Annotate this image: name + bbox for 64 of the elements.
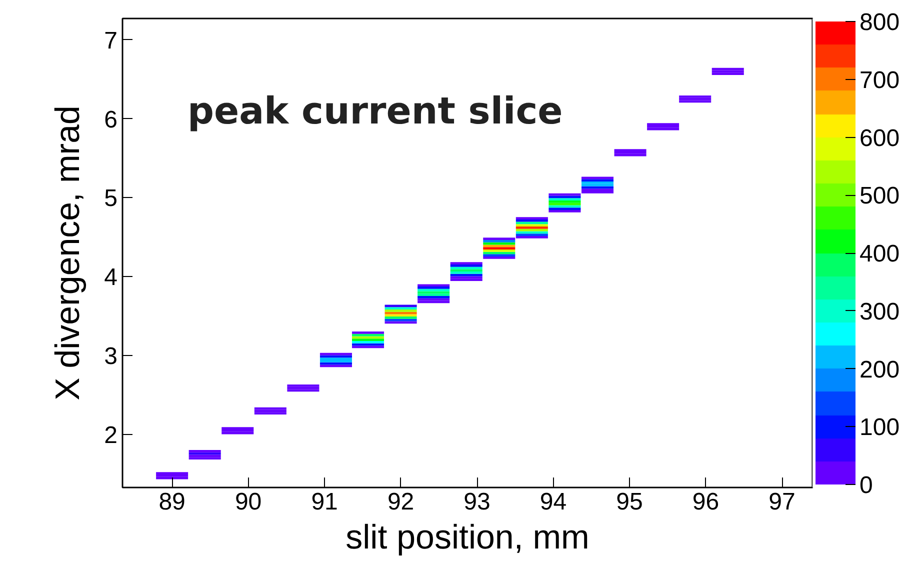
bar xyxy=(516,224,548,227)
bar xyxy=(450,269,482,272)
bar xyxy=(418,288,450,292)
color-bar-label: 600 xyxy=(860,124,900,152)
bar xyxy=(418,284,450,287)
bar xyxy=(516,228,548,232)
x-tick-label: 93 xyxy=(464,488,490,516)
bar xyxy=(516,234,548,236)
bar xyxy=(384,314,417,317)
bar xyxy=(254,410,286,412)
bar xyxy=(483,244,516,248)
bar xyxy=(712,70,744,73)
bar xyxy=(418,294,450,296)
bar xyxy=(384,304,417,308)
bar xyxy=(483,249,516,252)
x-tick-label: 89 xyxy=(158,488,186,516)
bar xyxy=(222,429,254,432)
x-axis-title: slit position, mm xyxy=(346,518,590,556)
bar xyxy=(548,210,581,212)
y-tick-label: 6 xyxy=(104,106,118,134)
bar xyxy=(647,125,680,128)
bar xyxy=(581,184,614,186)
x-tick-label: 92 xyxy=(387,488,414,516)
bar xyxy=(156,474,188,477)
x-tick-label: 96 xyxy=(692,488,720,516)
bar xyxy=(548,193,581,196)
color-bar-label: 800 xyxy=(860,9,900,36)
bar xyxy=(483,254,516,257)
bar xyxy=(188,454,221,458)
bar xyxy=(320,364,352,368)
bar xyxy=(679,100,712,103)
bar xyxy=(450,278,482,282)
bar xyxy=(679,95,712,98)
bar xyxy=(450,264,482,267)
bar xyxy=(384,309,417,312)
bar xyxy=(614,149,646,152)
color-bar-label: 100 xyxy=(860,414,900,442)
color-bar-label: 300 xyxy=(860,298,900,326)
bar xyxy=(384,318,417,322)
y-tick-label: 3 xyxy=(104,343,118,370)
x-tick-label: 97 xyxy=(768,488,796,516)
bar xyxy=(581,188,614,192)
color-bar-label: 0 xyxy=(860,472,873,499)
x-tick-label: 94 xyxy=(540,488,567,516)
y-tick-label: 5 xyxy=(104,185,118,212)
bar xyxy=(418,298,450,301)
x-tick-label: 90 xyxy=(234,488,262,516)
bar xyxy=(352,338,384,342)
bar xyxy=(614,154,646,156)
y-axis-title: X divergence, mrad xyxy=(49,106,88,400)
bar xyxy=(287,384,320,387)
color-bar-label: 500 xyxy=(860,182,900,210)
color-bar-label: 400 xyxy=(860,240,900,268)
x-tick-label: 95 xyxy=(616,488,643,516)
annotation: peak current slice xyxy=(188,90,563,132)
color-bar-label: 700 xyxy=(860,66,900,94)
bar xyxy=(287,389,320,392)
bar xyxy=(548,200,581,203)
y-tick-label: 4 xyxy=(104,264,118,292)
y-tick-label: 2 xyxy=(104,422,118,450)
color-bar-label: 200 xyxy=(860,356,900,384)
x-tick-label: 91 xyxy=(311,488,338,516)
bar xyxy=(483,240,516,242)
y-tick-label: 7 xyxy=(104,27,118,54)
